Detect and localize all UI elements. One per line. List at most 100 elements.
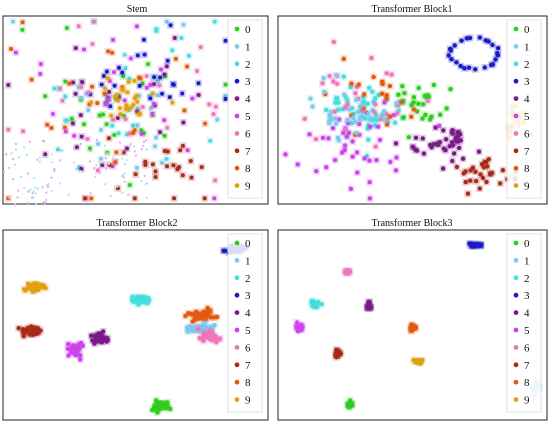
point-class-2 [127,76,132,81]
point-class-0 [104,122,109,127]
point-class-8 [203,121,208,126]
legend-label-1: 1 [245,255,251,267]
background-speckle [45,191,48,194]
point-class-0 [416,85,421,91]
point-class-2 [123,66,128,70]
point-class-2 [324,107,329,113]
point-class-3 [167,95,172,100]
point-class-6 [384,71,389,76]
point-class-9 [132,96,137,101]
point-class-4 [92,341,97,346]
point-class-4 [476,149,482,154]
point-class-5 [324,165,329,170]
legend-label-9: 9 [524,395,530,407]
point-class-9 [131,102,136,107]
point-class-7 [490,170,495,176]
point-class-6 [343,127,348,132]
point-class-1 [381,109,387,114]
point-class-9 [116,98,121,103]
point-class-3 [452,43,457,48]
point-class-4 [74,145,79,150]
point-class-5 [122,98,127,103]
point-class-1 [351,115,356,121]
point-class-3 [490,42,495,48]
point-class-1 [366,111,371,117]
point-class-3 [454,60,459,65]
point-class-2 [212,19,217,24]
background-speckle [47,186,50,188]
point-class-8 [384,93,389,98]
point-class-3 [101,74,106,78]
point-class-6 [332,109,337,114]
point-class-6 [211,112,216,117]
point-class-2 [208,138,213,143]
legend-marker-2 [234,275,240,281]
legend-label-9: 9 [245,181,251,193]
point-class-7 [468,178,473,183]
point-class-3 [99,82,104,87]
point-class-6 [345,270,350,276]
point-class-8 [204,309,210,314]
point-class-5 [377,137,383,143]
point-class-0 [87,146,92,151]
point-class-5 [367,180,372,185]
legend-marker-4 [234,96,240,101]
point-class-6 [90,42,95,46]
point-class-8 [349,81,354,86]
legend-marker-9 [513,183,519,189]
point-class-5 [38,62,43,67]
point-class-5 [336,117,342,122]
background-speckle [140,148,143,151]
background-speckle [108,163,111,165]
point-class-5 [158,67,163,72]
legend-box [506,19,542,199]
legend-marker-6 [513,131,519,136]
point-class-5 [162,118,167,123]
point-class-7 [477,186,482,191]
point-class-0 [402,91,407,96]
point-class-9 [125,90,130,95]
point-class-8 [173,56,178,61]
legend-marker-8 [234,379,240,385]
legend-marker-5 [513,327,519,333]
point-class-4 [420,136,425,141]
point-class-2 [372,123,378,128]
point-class-5 [300,325,305,330]
background-speckle [145,139,147,142]
background-speckle [111,156,114,159]
background-speckle [73,147,75,150]
legend-label-4: 4 [245,308,251,320]
point-class-6 [207,102,212,107]
point-class-3 [448,48,453,53]
point-class-4 [440,166,446,171]
point-class-5 [326,136,331,141]
point-class-7 [165,164,169,169]
point-class-5 [63,129,68,134]
point-class-8 [114,150,119,155]
legend-label-1: 1 [245,41,251,53]
point-class-8 [182,108,187,113]
point-class-3 [483,38,488,43]
point-class-2 [64,118,69,123]
point-class-8 [186,311,191,316]
legend-box [506,233,542,413]
legend-marker-0 [234,26,240,32]
legend-marker-2 [234,61,240,67]
legend-marker-8 [513,165,519,171]
point-class-8 [362,92,367,97]
point-class-9 [32,287,38,292]
background-speckle [89,160,92,163]
legend-label-8: 8 [524,377,530,389]
point-class-1 [181,22,186,27]
point-class-8 [45,122,50,127]
point-class-1 [354,97,359,103]
point-class-8 [131,131,136,135]
background-speckle [120,157,123,160]
legend-marker-9 [234,183,240,189]
background-speckle [132,145,135,148]
point-class-8 [387,83,393,89]
point-class-0 [406,135,411,140]
point-class-0 [146,62,151,67]
point-class-1 [202,320,207,326]
point-class-6 [313,136,319,142]
